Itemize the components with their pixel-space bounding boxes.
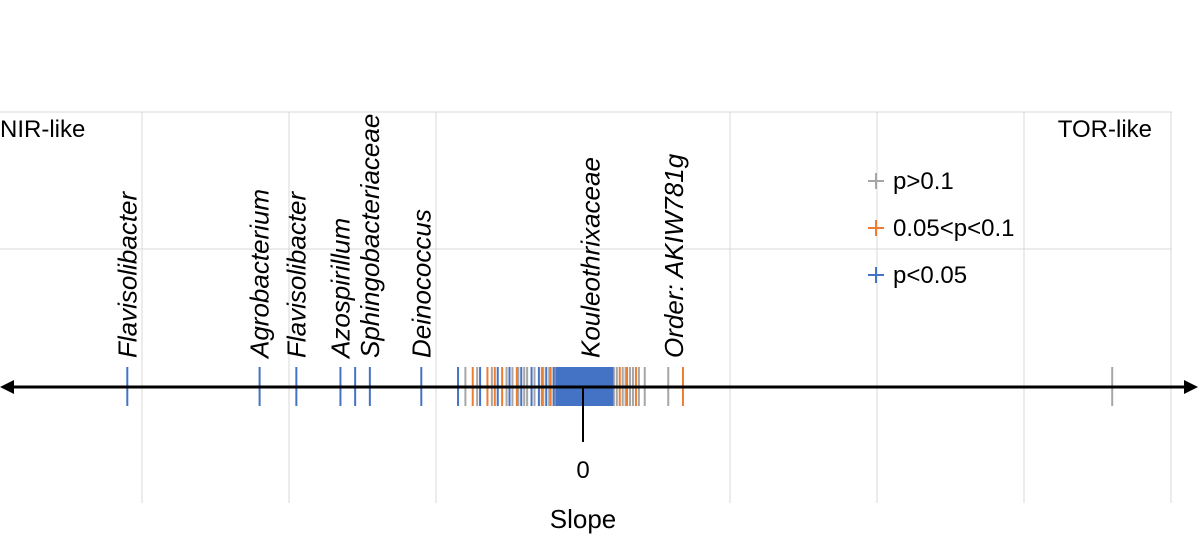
legend-label: 0.05<p<0.1 <box>893 215 1014 242</box>
taxon-label: Agrobacterium <box>245 189 275 360</box>
taxon-label: Flavisolibacter <box>112 190 142 358</box>
axis-arrow-right <box>1184 380 1198 394</box>
taxon-label: Kouleothrixaceae <box>575 157 605 358</box>
taxon-label: Order: AKIW781g <box>659 153 689 358</box>
axis-arrow-left <box>0 380 14 394</box>
legend: p>0.1 0.05<p<0.1 p<0.05 <box>868 168 1014 289</box>
x-axis-label: Slope <box>550 504 617 534</box>
nir-like-label: NIR-like <box>0 116 85 143</box>
zero-label: 0 <box>576 457 589 484</box>
legend-label: p<0.05 <box>893 262 967 289</box>
tor-like-label: TOR-like <box>1058 116 1152 143</box>
taxon-label: Sphingobacteriaceae <box>355 114 385 358</box>
taxon-label: Deinococcus <box>406 209 436 358</box>
grid <box>0 111 1172 503</box>
taxon-label: Flavisolibacter <box>281 190 311 358</box>
taxon-label: Azospirillum <box>325 218 355 360</box>
legend-label: p>0.1 <box>893 168 954 195</box>
taxa-labels: Flavisolibacter Agrobacterium Flavisolibac… <box>112 114 689 360</box>
